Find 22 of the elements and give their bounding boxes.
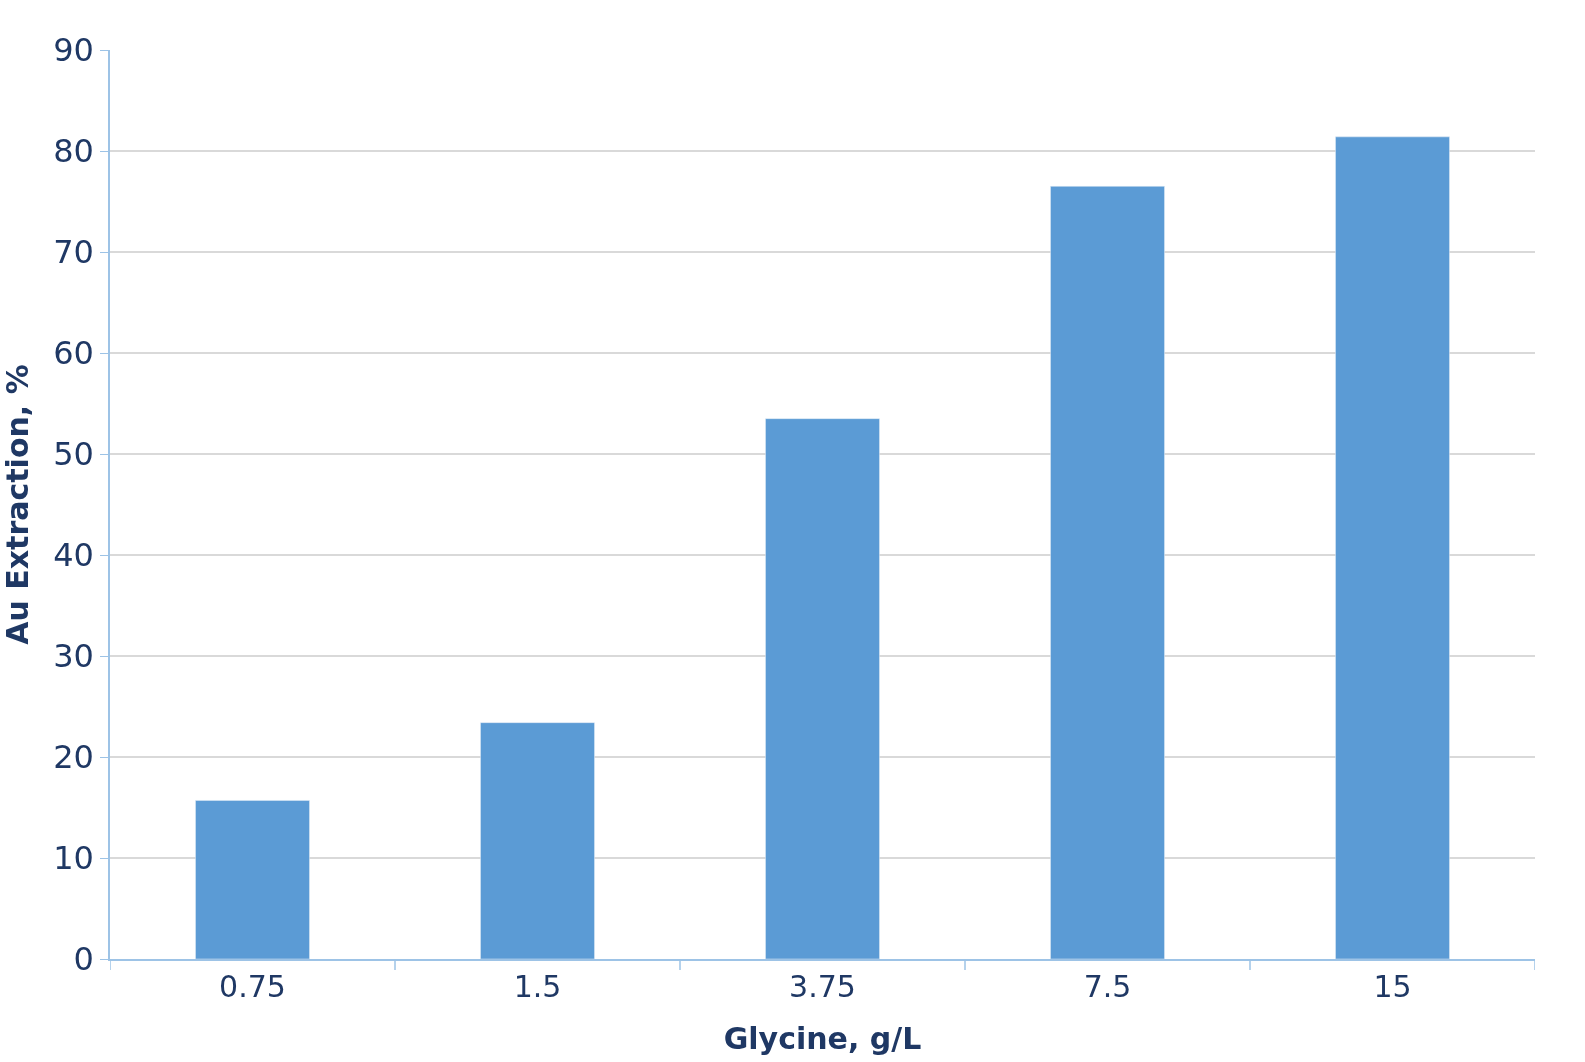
y-tick-label: 60	[53, 334, 94, 373]
bar	[765, 418, 880, 959]
bar	[480, 722, 595, 959]
x-tick-label: 7.5	[1083, 968, 1132, 1004]
y-tick-label: 50	[53, 435, 94, 474]
y-axis-title: Au Extraction, %	[0, 364, 35, 645]
x-tick-label: 15	[1373, 968, 1412, 1004]
x-tick-label: 1.5	[513, 968, 562, 1004]
y-tick-label: 20	[53, 738, 94, 777]
bar	[195, 800, 310, 959]
y-tick-label: 80	[53, 132, 94, 171]
y-tick-label: 0	[73, 940, 94, 979]
y-tick-label: 10	[53, 839, 94, 878]
x-tick-label: 3.75	[789, 968, 856, 1004]
x-tick-label: 0.75	[219, 968, 286, 1004]
y-tick-label: 30	[53, 637, 94, 676]
bar	[1050, 186, 1165, 959]
y-tick-label: 90	[53, 31, 94, 70]
y-tick-label: 40	[53, 536, 94, 575]
y-tick-label: 70	[53, 233, 94, 272]
bar	[1335, 136, 1450, 959]
x-axis-title: Glycine, g/L	[723, 1020, 922, 1056]
